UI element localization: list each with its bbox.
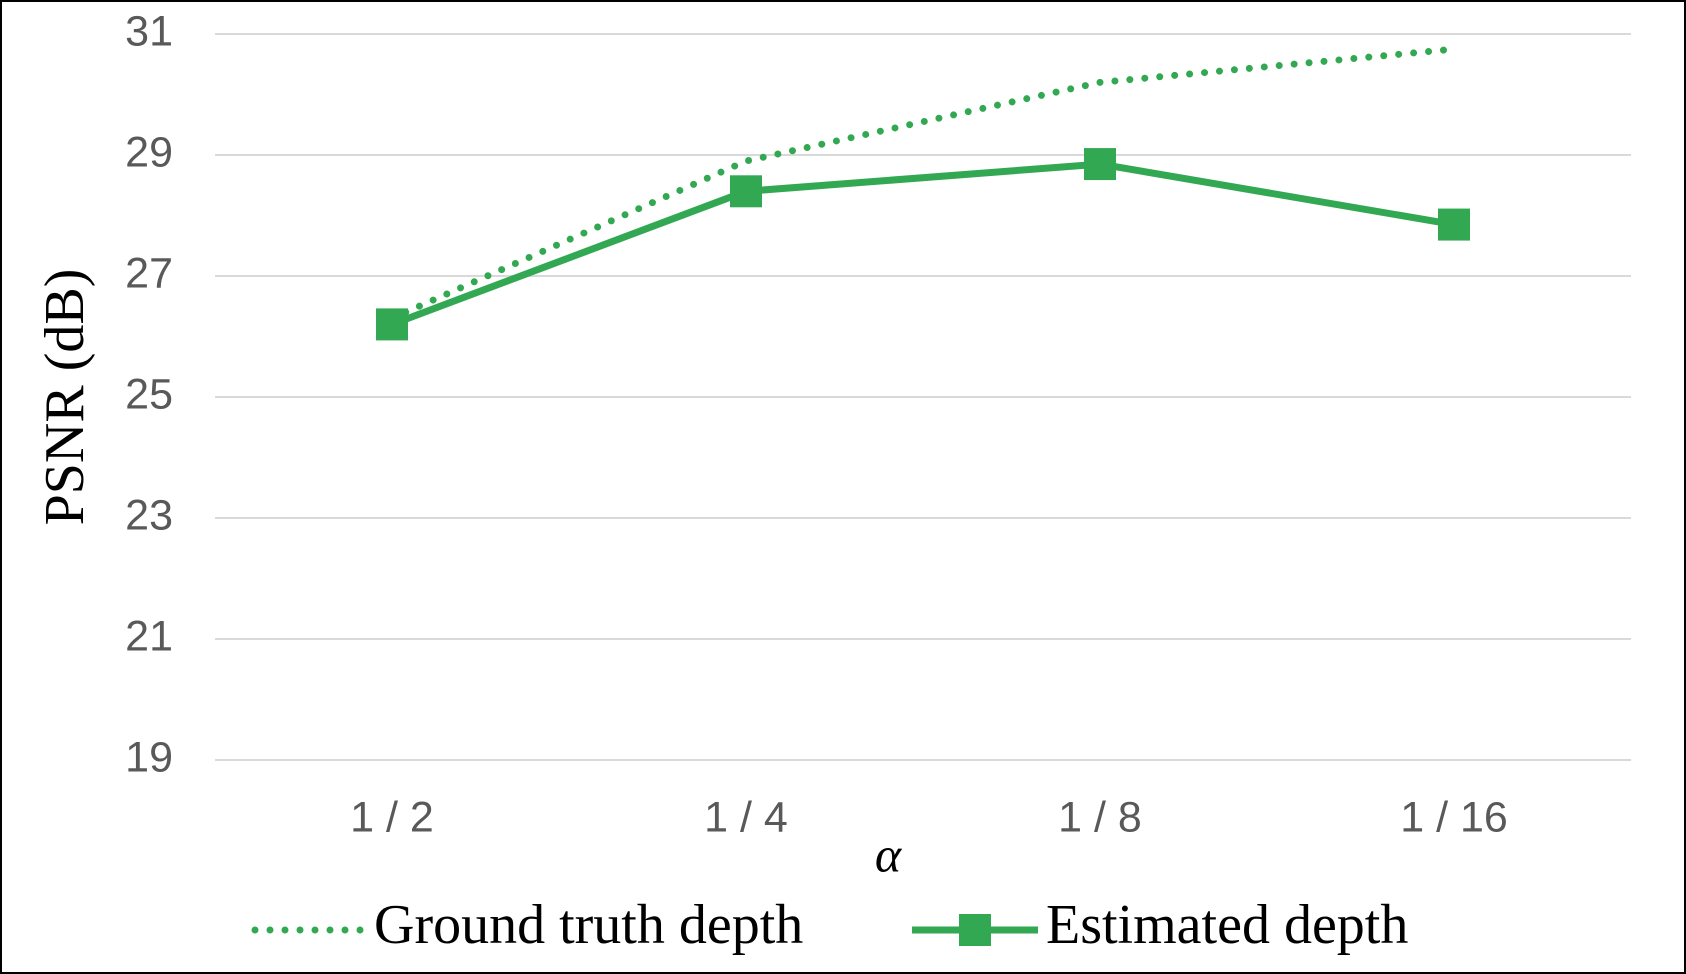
y-axis-label: PSNR (dB) [34, 269, 96, 526]
marker [730, 175, 762, 208]
series-line [390, 160, 1455, 328]
legend-label: Ground truth depth [374, 894, 803, 956]
x-tick-label: 1 / 8 [1058, 793, 1142, 841]
y-tick-label: 29 [125, 128, 173, 176]
legend-label: Estimated depth [1046, 894, 1408, 956]
x-axis-label: α [875, 826, 903, 882]
marker [1438, 208, 1470, 241]
y-tick-label: 21 [125, 612, 173, 660]
y-tick-label: 19 [125, 733, 173, 781]
y-tick-label: 25 [125, 370, 173, 418]
y-tick-label: 23 [125, 491, 173, 539]
marker [376, 308, 408, 341]
x-tick-label: 1 / 16 [1400, 793, 1508, 841]
marker [1084, 148, 1116, 181]
x-tick-label: 1 / 2 [350, 793, 434, 841]
legend-marker [959, 914, 991, 946]
series-line [388, 45, 1458, 322]
x-tick-label: 1 / 4 [704, 793, 788, 841]
y-tick-label: 31 [125, 7, 173, 55]
y-tick-label: 27 [125, 249, 173, 297]
